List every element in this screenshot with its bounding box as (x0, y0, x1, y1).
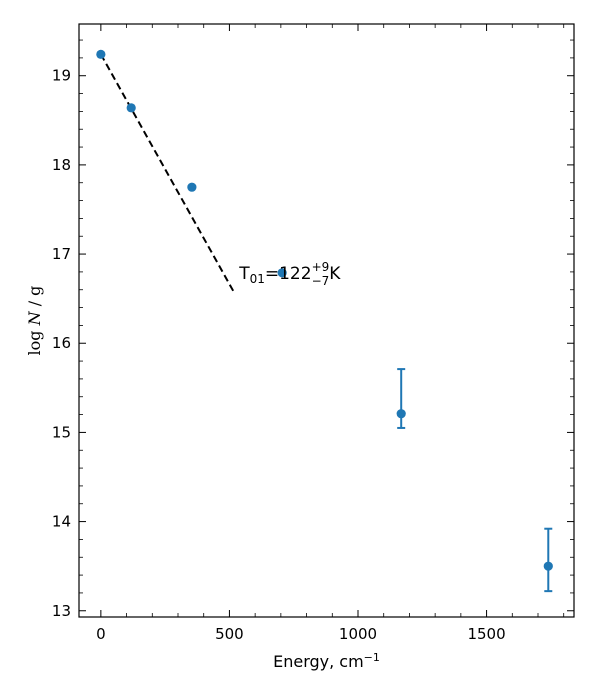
annotation-lower-error: −7 (312, 274, 330, 288)
y-tick-label-16: 16 (52, 334, 71, 352)
annotation-base: T (238, 264, 250, 284)
annotation-value: =122 (265, 264, 312, 284)
x-tick-label-1500: 1500 (467, 625, 505, 643)
fit-temperature-annotation: T01=122+9 −7K (238, 260, 341, 288)
y-tick-label-19: 19 (52, 67, 71, 85)
data-point-0 (96, 49, 106, 59)
x-tick-label-0: 0 (96, 625, 106, 643)
fit-lines (99, 53, 236, 294)
data-point-3 (277, 268, 287, 278)
y-axis-label-prefix: log (25, 325, 44, 355)
plot-frame (78, 23, 575, 618)
annotation-upper-error: +9 (312, 260, 330, 274)
data-point-1 (126, 103, 136, 113)
annotation-unit: K (329, 264, 341, 284)
x-tick-label-1000: 1000 (339, 625, 377, 643)
data-point-5 (543, 561, 553, 571)
x-axis-label-base: Energy, cm (273, 652, 364, 671)
y-tick-label-14: 14 (52, 513, 71, 531)
y-tick-label-13: 13 (52, 602, 71, 620)
data-point-4 (396, 409, 406, 419)
error-bars (397, 368, 553, 593)
x-tick-labels: 0 500 1000 1500 (96, 625, 506, 643)
x-axis-label: Energy, cm−1 (273, 651, 380, 672)
y-axis-label-suffix: / g (25, 286, 44, 312)
y-tick-label-18: 18 (52, 156, 71, 174)
data-points (96, 49, 553, 571)
annotation-subscript: 01 (250, 272, 265, 286)
x-tick-label-500: 500 (215, 625, 244, 643)
y-axis-label-variable: N (25, 310, 44, 326)
y-tick-label-15: 15 (52, 423, 71, 441)
y-axis-label: log N / g (25, 286, 44, 356)
data-point-2 (187, 182, 197, 192)
axis-ticks (79, 24, 574, 617)
x-axis-label-exponent: −1 (364, 651, 380, 664)
y-tick-labels: 13 14 15 16 17 18 19 (52, 67, 71, 620)
fit-line (99, 53, 236, 294)
y-tick-label-17: 17 (52, 245, 71, 263)
